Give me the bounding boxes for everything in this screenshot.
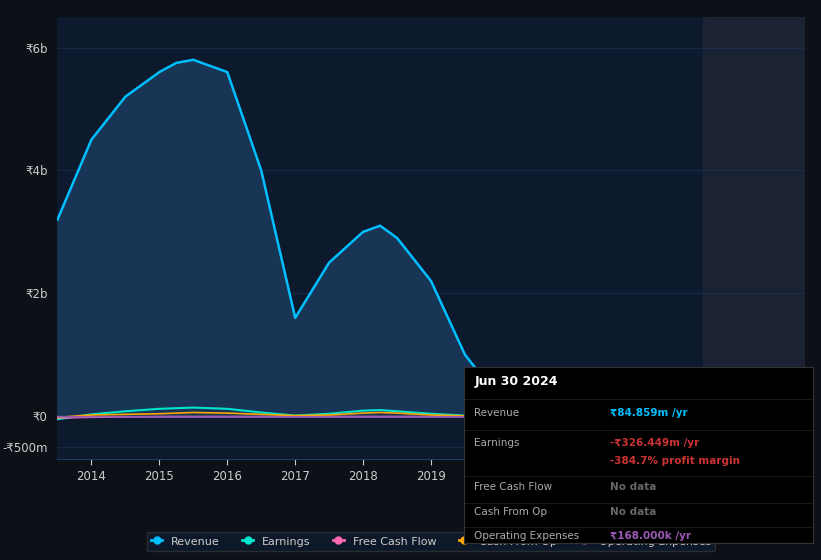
Text: -384.7% profit margin: -384.7% profit margin [610,456,741,465]
Text: ₹84.859m /yr: ₹84.859m /yr [610,408,688,418]
Text: Jun 30 2024: Jun 30 2024 [475,375,557,388]
Text: No data: No data [610,482,657,492]
Text: -₹326.449m /yr: -₹326.449m /yr [610,438,699,448]
Text: Free Cash Flow: Free Cash Flow [475,482,553,492]
Text: Revenue: Revenue [475,408,520,418]
Bar [703,17,805,459]
Text: ₹168.000k /yr: ₹168.000k /yr [610,531,691,542]
Legend: Revenue, Earnings, Free Cash Flow, Cash From Op, Operating Expenses: Revenue, Earnings, Free Cash Flow, Cash … [147,532,715,551]
Text: Operating Expenses: Operating Expenses [475,531,580,542]
Text: Cash From Op: Cash From Op [475,507,548,517]
Text: No data: No data [610,507,657,517]
Text: Earnings: Earnings [475,438,520,448]
